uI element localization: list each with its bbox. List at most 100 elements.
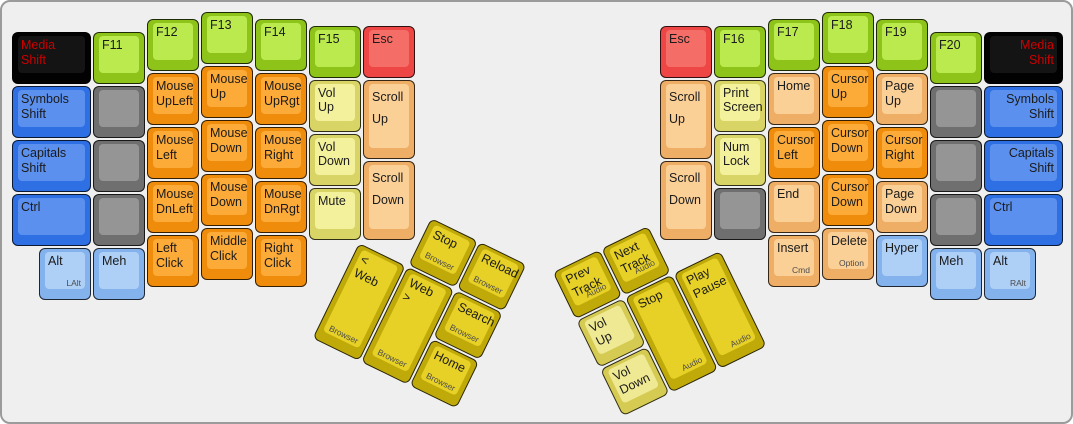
key-mouse-uprgt[interactable]: Mouse UpRgt: [255, 72, 307, 125]
keycap-top: F12: [153, 22, 193, 60]
key-label: Mute: [318, 193, 346, 208]
key-label: Ctrl: [21, 200, 41, 215]
key-f12[interactable]: F12: [147, 18, 199, 71]
key-sublabel: Audio: [728, 330, 753, 349]
key-cursor-down-1[interactable]: Cursor Down: [822, 120, 874, 172]
key-left-meh[interactable]: Meh: [93, 248, 145, 301]
key-cursor-right[interactable]: Cursor Right: [876, 126, 928, 179]
key-right-ctrl[interactable]: Ctrl: [984, 194, 1063, 247]
key-hyper[interactable]: Hyper: [876, 234, 928, 287]
key-label: Reload: [479, 250, 521, 281]
key-right-click[interactable]: Right Click: [255, 234, 307, 287]
key-label: F19: [885, 24, 907, 39]
key-left-capitals-shift[interactable]: Capitals Shift: [12, 140, 91, 193]
key-left-scroll-down[interactable]: Scroll Down: [363, 160, 415, 240]
key-vol-up[interactable]: Vol Up: [309, 79, 361, 132]
key-left-click[interactable]: Left Click: [147, 234, 199, 287]
key-f15[interactable]: F15: [309, 25, 361, 78]
key-left-blank-2[interactable]: [93, 140, 145, 193]
key-mouse-dnleft[interactable]: Mouse DnLeft: [147, 180, 199, 233]
key-right-media-shift[interactable]: Media Shift: [984, 32, 1063, 85]
key-label: Stop: [635, 287, 665, 311]
key-sublabel: Browser: [448, 321, 481, 345]
keycap-top: [720, 191, 760, 229]
key-left-symbols-shift[interactable]: Symbols Shift: [12, 86, 91, 139]
key-label: Middle Click: [210, 234, 247, 263]
key-f20[interactable]: F20: [930, 32, 982, 85]
key-left-scroll-up[interactable]: Scroll Up: [363, 79, 415, 159]
key-cursor-up[interactable]: Cursor Up: [822, 66, 874, 118]
key-left-alt[interactable]: Alt LAlt: [39, 248, 91, 301]
key-label: Cursor Right: [885, 132, 923, 162]
key-mouse-left[interactable]: Mouse Left: [147, 126, 199, 179]
key-insert[interactable]: Insert Cmd: [768, 234, 820, 287]
key-mouse-right[interactable]: Mouse Right: [255, 126, 307, 179]
keycap-top: Cursor Up: [828, 70, 869, 107]
keycap-top: Mouse DnRgt: [261, 184, 302, 222]
key-label: Capitals Shift: [21, 146, 67, 175]
key-label: Vol Up: [318, 85, 336, 115]
key-page-up[interactable]: Page Up: [876, 72, 928, 125]
key-label: Play Pause: [684, 263, 729, 301]
key-right-alt[interactable]: Alt RAlt: [984, 248, 1036, 301]
key-right-scroll-up[interactable]: Scroll Up: [660, 79, 712, 159]
key-left-ctrl[interactable]: Ctrl: [12, 194, 91, 247]
key-left-blank-1[interactable]: [93, 86, 145, 139]
key-delete[interactable]: Delete Option: [822, 228, 874, 280]
key-mouse-down-2[interactable]: Mouse Down: [201, 174, 253, 226]
keycap-top: F15: [315, 29, 355, 67]
key-page-down[interactable]: Page Down: [876, 180, 928, 233]
key-label: F18: [831, 18, 853, 32]
key-sublabel: LAlt: [66, 278, 81, 289]
key-f13[interactable]: F13: [201, 12, 253, 64]
key-f19[interactable]: F19: [876, 18, 928, 71]
key-middle-click[interactable]: Middle Click: [201, 228, 253, 280]
key-right-blank-3[interactable]: [930, 140, 982, 193]
key-f14[interactable]: F14: [255, 18, 307, 71]
key-label: Vol Up: [587, 314, 615, 348]
keycap-top: F14: [261, 22, 301, 60]
key-mute[interactable]: Mute: [309, 187, 361, 240]
key-right-scroll-down[interactable]: Scroll Down: [660, 160, 712, 240]
key-mouse-dnrgt[interactable]: Mouse DnRgt: [255, 180, 307, 233]
key-left-media-shift[interactable]: Media Shift: [12, 32, 91, 85]
keycap-top: Cursor Right: [882, 130, 923, 168]
key-sublabel: Audio: [679, 353, 704, 373]
keycap-top: Page Up: [882, 76, 922, 114]
key-label: Mouse DnLeft: [156, 186, 194, 216]
keycap-top: Stop Browser: [418, 223, 471, 275]
key-right-blank-2[interactable]: [930, 86, 982, 139]
key-home[interactable]: Home: [768, 72, 820, 125]
key-num-lock[interactable]: Num Lock: [714, 133, 766, 186]
key-right-esc[interactable]: Esc: [660, 25, 712, 78]
key-label: Cursor Up: [831, 72, 869, 101]
key-left-blank-3[interactable]: [93, 194, 145, 247]
key-cursor-down-2[interactable]: Cursor Down: [822, 174, 874, 226]
key-label: F16: [723, 31, 745, 46]
key-f11[interactable]: F11: [93, 32, 145, 85]
keycap-top: Print Screen: [720, 83, 763, 121]
key-end[interactable]: End: [768, 180, 820, 233]
keycap-top: Right Click: [261, 238, 301, 276]
key-mouse-down-1[interactable]: Mouse Down: [201, 120, 253, 172]
key-label: Media Shift: [21, 38, 56, 67]
key-right-symbols-shift[interactable]: Symbols Shift: [984, 86, 1063, 139]
key-f18[interactable]: F18: [822, 12, 874, 64]
key-right-blank-1[interactable]: [714, 187, 766, 240]
key-f17[interactable]: F17: [768, 18, 820, 71]
key-right-blank-4[interactable]: [930, 194, 982, 247]
key-right-meh[interactable]: Meh: [930, 248, 982, 301]
keycap-top: Mute: [315, 191, 355, 229]
key-vol-down[interactable]: Vol Down: [309, 133, 361, 186]
key-mouse-up[interactable]: Mouse Up: [201, 66, 253, 118]
key-f16[interactable]: F16: [714, 25, 766, 78]
keycap-top: Mouse Left: [153, 130, 194, 168]
key-mouse-upleft[interactable]: Mouse UpLeft: [147, 72, 199, 125]
key-label: Mouse Down: [210, 126, 248, 155]
key-cursor-left[interactable]: Cursor Left: [768, 126, 820, 179]
key-right-capitals-shift[interactable]: Capitals Shift: [984, 140, 1063, 193]
keycap-top: Mouse Down: [207, 124, 248, 161]
key-left-esc[interactable]: Esc: [363, 25, 415, 78]
key-print-screen[interactable]: Print Screen: [714, 79, 766, 132]
keycap-top: Num Lock: [720, 137, 760, 175]
